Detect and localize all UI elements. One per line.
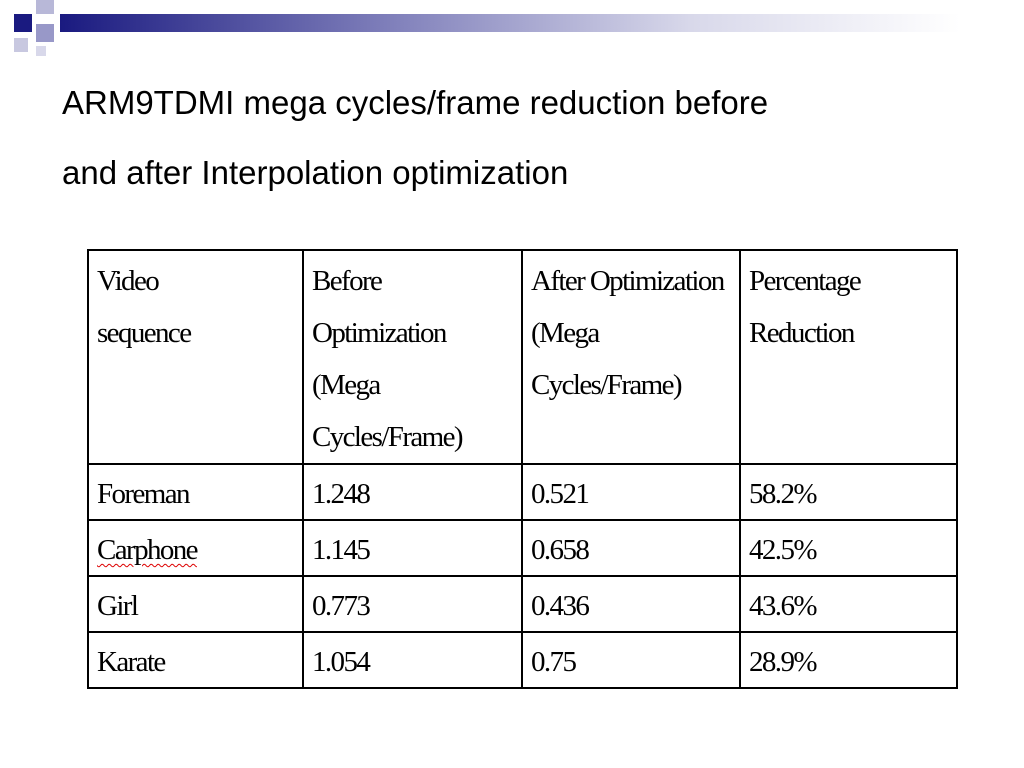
table-cell: Girl — [87, 575, 304, 633]
cell-text: Foreman — [97, 478, 190, 510]
table-row: Girl 0.773 0.436 43.6% — [87, 575, 958, 633]
cell-text: 0.658 — [531, 534, 590, 566]
decor-square — [14, 14, 32, 32]
slide-title: ARM9TDMI mega cycles/frame reduction bef… — [62, 68, 768, 208]
cell-text: 1.145 — [312, 534, 371, 566]
table-cell: 0.436 — [521, 575, 741, 633]
cell-text: 1.248 — [312, 478, 371, 510]
cell-text: 0.436 — [531, 590, 590, 622]
header-row: Video sequence Before Optimization (Mega … — [87, 249, 958, 465]
decor-square — [36, 0, 54, 14]
table-cell: Foreman — [87, 463, 304, 521]
cell-text: 0.773 — [312, 590, 371, 622]
title-line: ARM9TDMI mega cycles/frame reduction bef… — [62, 84, 769, 121]
cell-text: 43.6% — [749, 590, 818, 622]
table-cell: 1.054 — [302, 631, 523, 689]
cell-text: 1.054 — [312, 646, 371, 678]
title-line: and after Interpolation optimization — [62, 154, 569, 191]
decor-square — [14, 38, 28, 52]
data-table: Video sequence Before Optimization (Mega … — [87, 249, 958, 689]
table-cell: 42.5% — [739, 519, 958, 577]
table-cell: Carphone — [87, 519, 304, 577]
cell-text: 42.5% — [749, 534, 818, 566]
table-cell: 0.658 — [521, 519, 741, 577]
header-cell: Percentage Reduction — [739, 249, 958, 465]
decor-square — [36, 24, 54, 42]
header-cell: Video sequence — [87, 249, 304, 465]
header-cell: Before Optimization (Mega Cycles/Frame) — [302, 249, 523, 465]
table-cell: 0.75 — [521, 631, 741, 689]
table-cell: 0.773 — [302, 575, 523, 633]
decor-bar — [60, 14, 960, 32]
table-row: Karate 1.054 0.75 28.9% — [87, 631, 958, 689]
table-cell: 28.9% — [739, 631, 958, 689]
cell-text: 58.2% — [749, 478, 818, 510]
table-cell: 58.2% — [739, 463, 958, 521]
decor-square — [36, 46, 46, 56]
table-cell: 1.248 — [302, 463, 523, 521]
table-cell: 43.6% — [739, 575, 958, 633]
cell-text: Karate — [97, 646, 166, 678]
table-row: Foreman 1.248 0.521 58.2% — [87, 463, 958, 521]
cell-text: 0.75 — [531, 646, 577, 678]
table-cell: Karate — [87, 631, 304, 689]
table-row: Carphone 1.145 0.658 42.5% — [87, 519, 958, 577]
header-cell: After Optimization (Mega Cycles/Frame) — [521, 249, 741, 465]
table-cell: 1.145 — [302, 519, 523, 577]
cell-text: Girl — [97, 590, 139, 622]
cell-text: 0.521 — [531, 478, 590, 510]
table-cell: 0.521 — [521, 463, 741, 521]
cell-text: 28.9% — [749, 646, 818, 678]
cell-text: Carphone — [97, 534, 199, 566]
